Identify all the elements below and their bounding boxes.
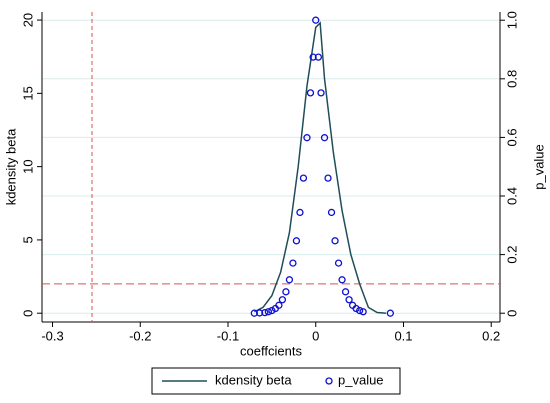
y2-tick-label: 0.6 <box>504 128 519 146</box>
x-tick-label: 0.2 <box>482 328 500 343</box>
scatter-point <box>255 309 264 317</box>
y-tick-label: 10 <box>20 159 35 173</box>
scatter-point <box>261 308 269 317</box>
scatter-point <box>359 308 367 316</box>
scatter-point <box>275 301 283 309</box>
y2-tick-label: 0.8 <box>504 70 519 88</box>
scatter-point <box>303 134 311 142</box>
legend-label: kdensity beta <box>215 372 292 387</box>
scatter-point <box>334 259 343 267</box>
y-tick-label: 0 <box>20 310 35 317</box>
scatter-point <box>312 16 320 24</box>
scatter-point <box>317 89 325 97</box>
scatter-point <box>289 259 297 267</box>
scatter-point <box>341 288 350 296</box>
scatter-point <box>324 174 332 182</box>
scatter-point <box>292 237 301 245</box>
y-axis-title: kdensity beta <box>3 128 18 205</box>
y2-axis-title: p_value <box>531 144 546 190</box>
legend-label: p_value <box>338 372 384 387</box>
x-tick-label: -0.2 <box>129 328 151 343</box>
y2-tick-label: 1.0 <box>504 11 519 29</box>
scatter-point <box>345 296 353 304</box>
scatter-point <box>320 134 329 142</box>
y2-tick-label: 0.2 <box>504 246 519 264</box>
scatter-point <box>314 53 323 61</box>
y2-tick-label: 0 <box>504 310 519 317</box>
scatter-point <box>264 308 273 316</box>
x-tick-label: 0.1 <box>394 328 412 343</box>
scatter-point <box>296 208 304 217</box>
x-tick-label: 0 <box>312 328 319 343</box>
scatter-point <box>306 89 315 97</box>
y-tick-label: 5 <box>20 236 35 243</box>
density-line <box>253 21 387 314</box>
scatter-point <box>299 174 308 182</box>
scatter-point <box>285 276 294 284</box>
scatter-point <box>331 237 339 245</box>
scatter-point <box>355 306 364 315</box>
scatter-point <box>338 276 346 284</box>
x-axis-title: coeffcients <box>240 343 302 358</box>
scatter-point <box>250 309 258 317</box>
legend-swatch <box>325 377 333 385</box>
scatter-point <box>278 296 287 304</box>
y-tick-label: 15 <box>20 86 35 100</box>
x-tick-label: -0.1 <box>217 328 239 343</box>
y2-tick-label: 0.4 <box>504 187 519 205</box>
scatter-point <box>282 288 290 296</box>
scatter-point <box>327 208 336 217</box>
scatter-point <box>386 309 394 317</box>
scatter-point <box>309 53 317 61</box>
x-tick-label: -0.3 <box>41 328 63 343</box>
y-tick-label: 20 <box>20 13 35 27</box>
